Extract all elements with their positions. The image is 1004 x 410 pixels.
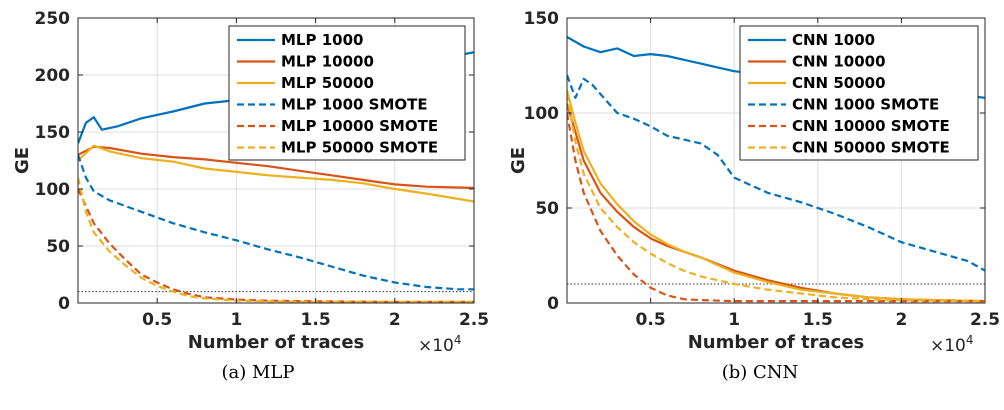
axes-box xyxy=(77,17,475,304)
x-tick-label: 1.5 xyxy=(803,310,833,330)
axes-box xyxy=(566,17,986,304)
series-line-cnn-50000 xyxy=(567,89,985,303)
legend-label: CNN 50000 xyxy=(792,74,886,92)
legend-label: CNN 50000 SMOTE xyxy=(792,139,950,157)
x-axis-multiplier: ×104 xyxy=(418,333,462,356)
y-axis-label: GE xyxy=(12,147,33,174)
panel-mlp: 0.5 1 1.5 2 2.5 0 50 100 150 200 250 Number of trac… xyxy=(12,9,489,383)
x-tick-label: 1 xyxy=(230,310,242,330)
legend-label: MLP 10000 xyxy=(281,53,374,71)
legend-label: MLP 10000 SMOTE xyxy=(281,117,438,135)
series-line-cnn-10000-smote xyxy=(567,112,985,303)
series-line-mlp-50000 xyxy=(78,144,474,203)
figure-caption: (a) MLP xyxy=(222,362,295,383)
y-tick-label: 50 xyxy=(535,199,559,219)
y-tick-label: 50 xyxy=(46,237,70,257)
legend-label: MLP 1000 SMOTE xyxy=(281,96,428,114)
y-tick-label: 150 xyxy=(524,9,560,29)
legend-label: CNN 10000 SMOTE xyxy=(792,117,950,135)
x-tick-label: 2.5 xyxy=(459,310,489,330)
series-line-cnn-50000-smote xyxy=(567,93,985,303)
legend-label: MLP 50000 SMOTE xyxy=(281,139,438,157)
series-line-mlp-50000-smote xyxy=(78,177,474,303)
x-axis-label: Number of traces xyxy=(188,332,365,353)
legend-label: MLP 50000 xyxy=(281,74,374,92)
x-axis-multiplier-exp: 4 xyxy=(966,333,974,347)
legend: CNN 1000 CNN 10000 CNN 50000 CNN 1000 SMOTE… xyxy=(739,25,979,161)
legend-label: CNN 1000 SMOTE xyxy=(792,96,939,114)
y-tick-label: 100 xyxy=(524,104,560,124)
legend-box xyxy=(228,25,466,161)
panel-cnn: 0.5 1 1.5 2 2.5 0 50 100 150 Number of traces GE ×1… xyxy=(508,9,1000,383)
series-group xyxy=(567,36,985,303)
legend-label: CNN 10000 xyxy=(792,53,886,71)
x-axis-multiplier: ×104 xyxy=(930,333,974,356)
x-tick-label: 1.5 xyxy=(301,310,331,330)
x-axis-multiplier-base: ×10 xyxy=(418,336,454,356)
y-tick-label: 100 xyxy=(35,180,71,200)
legend: MLP 1000 MLP 10000 MLP 50000 MLP 1000 SMOTE… xyxy=(228,25,466,161)
series-line-cnn-1000-smote xyxy=(567,74,985,272)
y-tick-label: 0 xyxy=(547,294,559,314)
x-axis-multiplier-exp: 4 xyxy=(454,333,462,347)
series-line-mlp-1000-smote xyxy=(78,154,474,291)
x-axis-label: Number of traces xyxy=(688,332,865,353)
y-tick-label: 150 xyxy=(35,123,71,143)
series-line-mlp-10000 xyxy=(78,145,474,189)
x-tick-label: 0.5 xyxy=(142,310,172,330)
legend-label: MLP 1000 xyxy=(281,31,363,49)
y-tick-label: 250 xyxy=(35,9,71,29)
series-line-mlp-10000-smote xyxy=(78,188,474,303)
legend-label: CNN 1000 xyxy=(792,31,875,49)
legend-box xyxy=(739,25,979,161)
y-tick-label: 0 xyxy=(58,294,70,314)
x-tick-label: 1 xyxy=(728,310,740,330)
x-tick-label: 2 xyxy=(389,310,401,330)
x-tick-label: 2.5 xyxy=(970,310,1000,330)
figure-caption: (b) CNN xyxy=(722,362,799,383)
x-tick-label: 0.5 xyxy=(636,310,666,330)
x-axis-multiplier-base: ×10 xyxy=(930,336,966,356)
y-axis-label: GE xyxy=(508,147,529,174)
y-tick-label: 200 xyxy=(35,66,71,86)
x-tick-label: 2 xyxy=(895,310,907,330)
